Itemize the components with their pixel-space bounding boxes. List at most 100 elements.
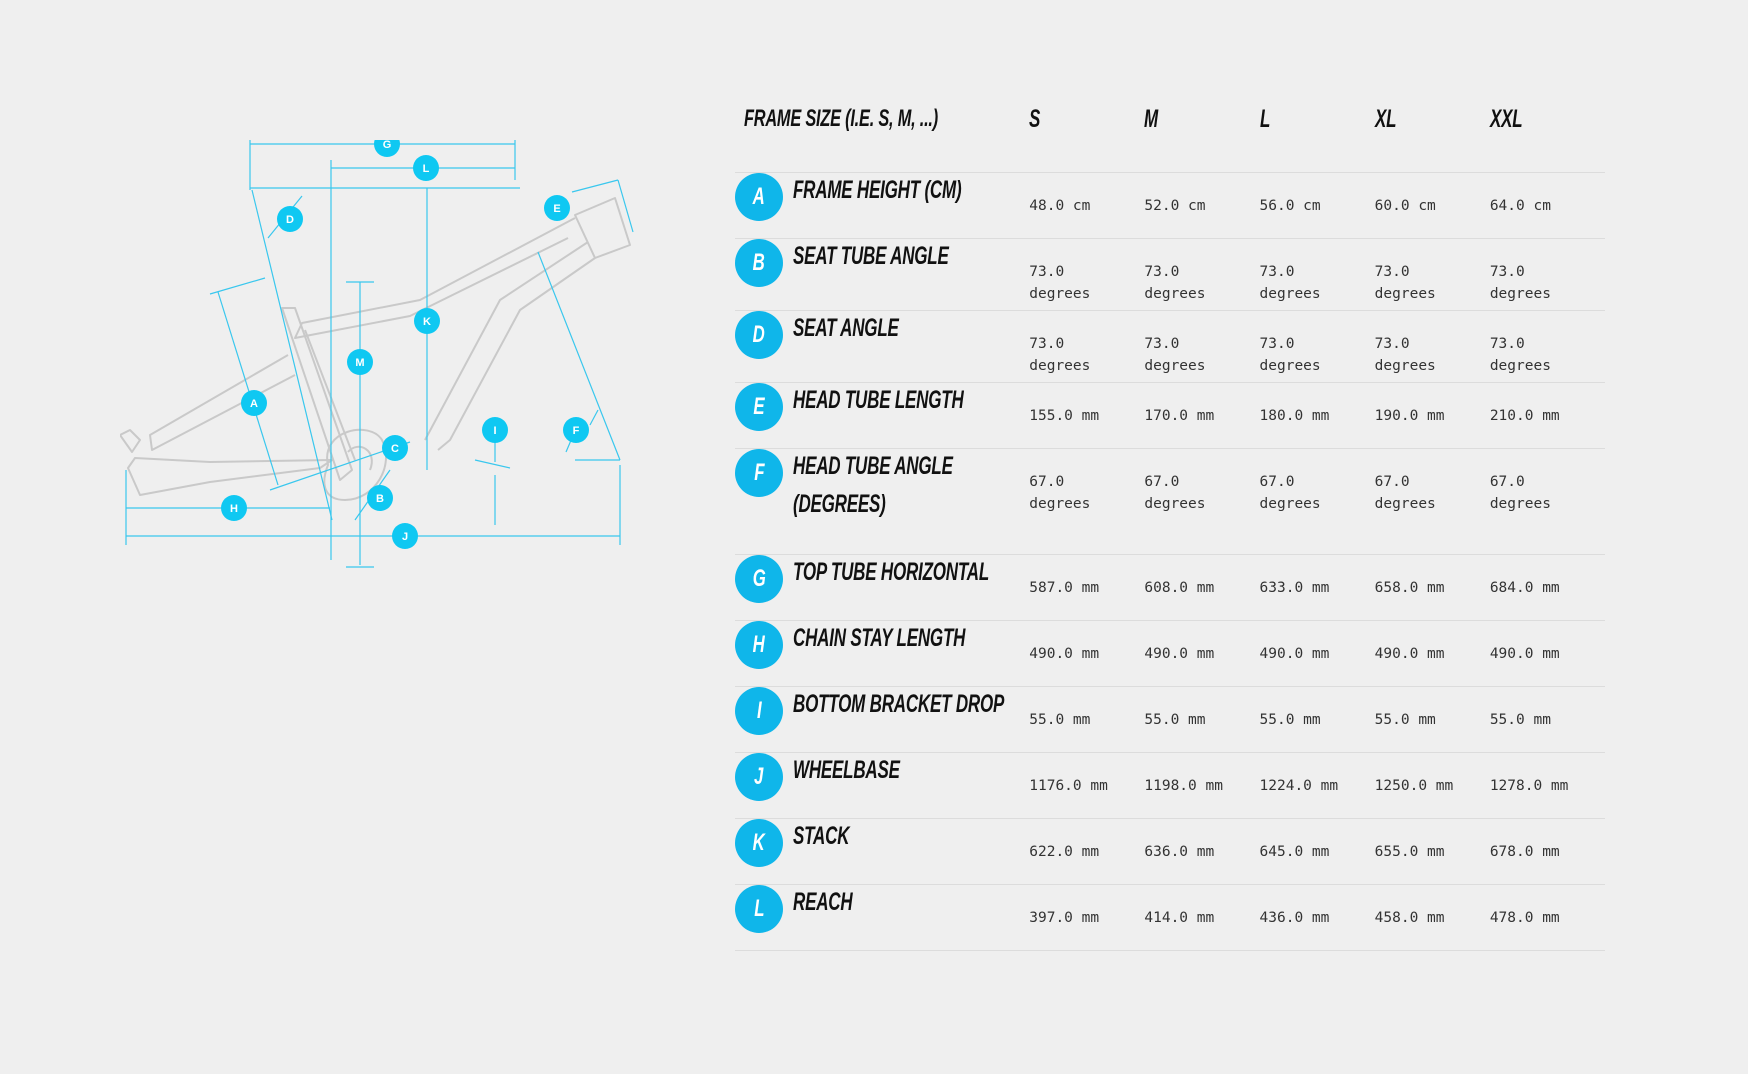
measurement-letter: B [752, 249, 766, 276]
size-header-m: M [1144, 105, 1159, 133]
marker-d: D [277, 206, 303, 232]
value-cell: 414.0 mm [1144, 884, 1260, 951]
svg-text:B: B [376, 493, 384, 505]
value-cell: 52.0 cm [1144, 172, 1260, 239]
measurement-letter: H [752, 631, 766, 658]
svg-text:H: H [230, 503, 238, 515]
measurement-letter: L [753, 895, 765, 922]
measurement-badge: A [735, 173, 783, 221]
value-cell: 622.0 mm [1029, 818, 1145, 885]
measurement-label: REACH [793, 888, 853, 916]
value-cell: 73.0 degrees [1029, 310, 1145, 383]
size-header-l: L [1259, 105, 1270, 133]
geometry-table: FRAME SIZE (I.E. S, M, ...) S M L XL XXL… [735, 105, 1605, 951]
table-header-row: FRAME SIZE (I.E. S, M, ...) S M L XL XXL [735, 105, 1605, 173]
table-row: B SEAT TUBE ANGLE 73.0 degrees 73.0 degrees… [735, 238, 1605, 311]
measurement-label: STACK [793, 822, 850, 850]
svg-text:L: L [423, 163, 430, 175]
marker-a: A [241, 390, 267, 416]
marker-j: J [392, 523, 418, 549]
measurement-label: HEAD TUBE ANGLE (DEGREES) [793, 452, 953, 518]
measurement-badge: K [735, 819, 783, 867]
frame-geometry-diagram: G L D E K M A I F C B H J [120, 140, 634, 568]
marker-k: K [414, 308, 440, 334]
value-cell: 490.0 mm [1374, 620, 1490, 687]
table-row: K STACK 622.0 mm 636.0 mm 645.0 mm 655.0 mm 67… [735, 818, 1605, 885]
value-cell: 64.0 cm [1489, 172, 1605, 239]
value-cell: 73.0 degrees [1144, 238, 1260, 311]
value-cell: 73.0 degrees [1259, 310, 1375, 383]
size-header-xxl: XXL [1489, 105, 1523, 133]
marker-h: H [221, 495, 247, 521]
value-cell: 1224.0 mm [1259, 752, 1375, 819]
value-cell: 490.0 mm [1144, 620, 1260, 687]
table-row: J WHEELBASE 1176.0 mm 1198.0 mm 1224.0 mm 125… [735, 752, 1605, 819]
measurement-badge: H [735, 621, 783, 669]
value-cell: 73.0 degrees [1029, 238, 1145, 311]
marker-g: G [374, 140, 400, 157]
measurement-badge: J [735, 753, 783, 801]
value-cell: 67.0 degrees [1374, 448, 1490, 555]
measurement-letter: I [756, 697, 762, 724]
value-cell: 55.0 mm [1374, 686, 1490, 753]
value-cell: 73.0 degrees [1489, 238, 1605, 311]
value-cell: 55.0 mm [1144, 686, 1260, 753]
measurement-letter: J [754, 763, 764, 790]
svg-text:F: F [573, 425, 580, 437]
svg-text:C: C [391, 443, 399, 455]
svg-text:G: G [383, 140, 392, 151]
marker-i: I [482, 417, 508, 443]
value-cell: 155.0 mm [1029, 382, 1145, 449]
measurement-label: CHAIN STAY LENGTH [793, 624, 966, 652]
measurement-letter: F [753, 459, 765, 486]
svg-text:I: I [493, 425, 496, 437]
value-cell: 636.0 mm [1144, 818, 1260, 885]
value-cell: 678.0 mm [1489, 818, 1605, 885]
value-cell: 458.0 mm [1374, 884, 1490, 951]
value-cell: 490.0 mm [1489, 620, 1605, 687]
table-row: I BOTTOM BRACKET DROP 55.0 mm 55.0 mm 55.0 m… [735, 686, 1605, 753]
value-cell: 55.0 mm [1259, 686, 1375, 753]
measurement-badge: F [735, 449, 783, 497]
table-row: L REACH 397.0 mm 414.0 mm 436.0 mm 458.0 mm 47… [735, 884, 1605, 951]
value-cell: 55.0 mm [1489, 686, 1605, 753]
value-cell: 684.0 mm [1489, 554, 1605, 621]
value-cell: 645.0 mm [1259, 818, 1375, 885]
value-cell: 436.0 mm [1259, 884, 1375, 951]
measurement-label: BOTTOM BRACKET DROP [793, 690, 1005, 718]
table-row: D SEAT ANGLE 73.0 degrees 73.0 degrees 73.0 … [735, 310, 1605, 383]
value-cell: 655.0 mm [1374, 818, 1490, 885]
value-cell: 67.0 degrees [1489, 448, 1605, 555]
measurement-badge: L [735, 885, 783, 933]
measurement-letter: K [752, 829, 766, 856]
value-cell: 67.0 degrees [1259, 448, 1375, 555]
value-cell: 48.0 cm [1029, 172, 1145, 239]
marker-m: M [347, 349, 373, 375]
table-row: G TOP TUBE HORIZONTAL 587.0 mm 608.0 mm 633.… [735, 554, 1605, 621]
measurement-label: SEAT ANGLE [793, 314, 899, 342]
measurement-letter: E [753, 393, 765, 420]
svg-text:M: M [355, 357, 364, 369]
frame-outline [120, 197, 631, 501]
table-row: A FRAME HEIGHT (CM) 48.0 cm 52.0 cm 56.0 cm 6… [735, 172, 1605, 239]
measurement-letter: A [752, 183, 766, 210]
table-row: H CHAIN STAY LENGTH 490.0 mm 490.0 mm 490.0 … [735, 620, 1605, 687]
svg-text:D: D [286, 214, 294, 226]
value-cell: 67.0 degrees [1029, 448, 1145, 555]
marker-l: L [413, 155, 439, 181]
measurement-badge: E [735, 383, 783, 431]
value-cell: 190.0 mm [1374, 382, 1490, 449]
value-cell: 397.0 mm [1029, 884, 1145, 951]
table-row: F HEAD TUBE ANGLE (DEGREES) 67.0 degrees 67… [735, 448, 1605, 555]
measurement-badge: I [735, 687, 783, 735]
value-cell: 1198.0 mm [1144, 752, 1260, 819]
frame-size-header: FRAME SIZE (I.E. S, M, ...) [744, 105, 938, 132]
value-cell: 1250.0 mm [1374, 752, 1490, 819]
table-row: E HEAD TUBE LENGTH 155.0 mm 170.0 mm 180.0 m… [735, 382, 1605, 449]
value-cell: 73.0 degrees [1259, 238, 1375, 311]
measurement-badge: D [735, 311, 783, 359]
value-cell: 60.0 cm [1374, 172, 1490, 239]
marker-c: C [382, 435, 408, 461]
diagram-markers: G L D E K M A I F C B H J [221, 140, 589, 549]
measurement-label: TOP TUBE HORIZONTAL [793, 558, 990, 586]
